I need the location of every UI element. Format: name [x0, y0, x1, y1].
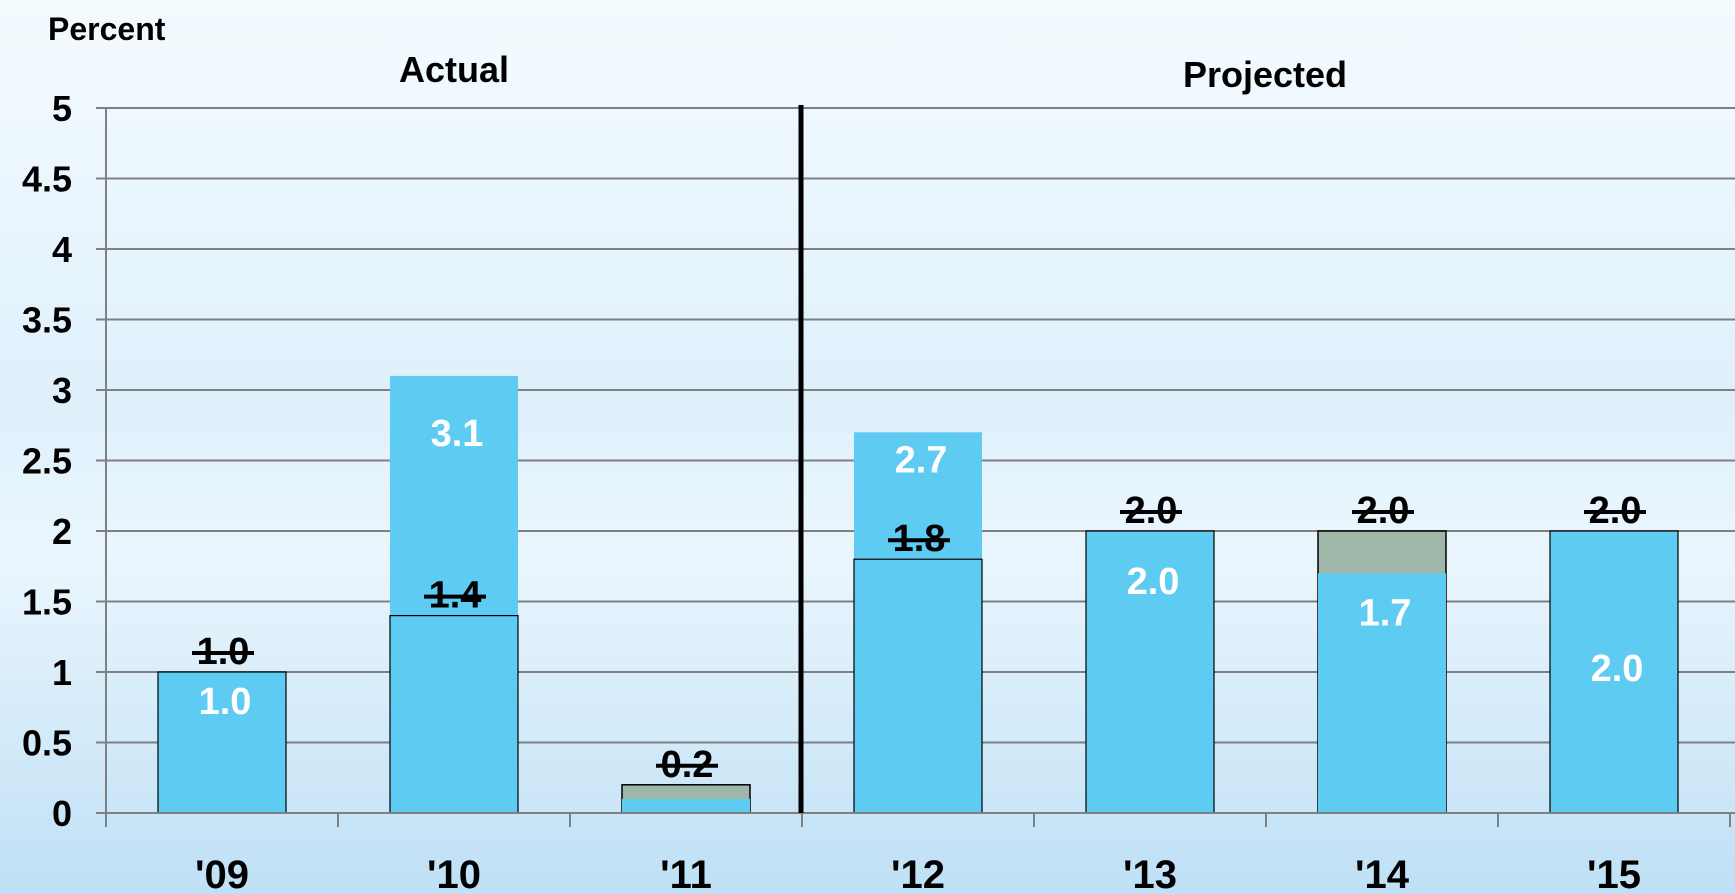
bar: [1086, 531, 1214, 813]
section-label-actual: Actual: [399, 49, 509, 90]
bar: [622, 798, 750, 813]
value-label: 2.7: [895, 439, 948, 481]
y-tick-label: 4.5: [22, 159, 72, 200]
bar: [158, 672, 286, 813]
x-tick-label: '11: [660, 853, 712, 894]
bars: 1.01.01.43.10.21.82.72.02.02.01.72.02.0: [157, 375, 1679, 814]
y-tick-label: 3.5: [22, 300, 72, 341]
y-tick-label: 1.5: [22, 582, 72, 623]
x-tick-label: '15: [1587, 853, 1641, 894]
y-tick-label: 1: [52, 652, 72, 693]
x-axis: '09 '10 '11 '12 '13 '14 '15: [96, 812, 1735, 894]
value-label: 1.0: [199, 681, 252, 723]
y-axis-ticks: 0 0.5 1 1.5 2 2.5 3 3.5 4 4.5 5: [22, 88, 107, 834]
y-tick-label: 2: [52, 511, 72, 552]
y-tick-label: 3: [52, 370, 72, 411]
bar: [1550, 531, 1678, 813]
bar: [1318, 573, 1446, 813]
x-tick-label: '09: [195, 853, 249, 894]
y-tick-label: 0: [52, 793, 72, 834]
value-label: 1.7: [1359, 592, 1412, 634]
y-axis-title: Percent: [48, 11, 166, 47]
y-tick-label: 0.5: [22, 723, 72, 764]
x-tick-label: '14: [1355, 853, 1410, 894]
section-label-projected: Projected: [1183, 54, 1347, 95]
x-tick-label: '13: [1123, 853, 1177, 894]
y-tick-label: 2.5: [22, 441, 72, 482]
x-tick-label: '10: [427, 853, 481, 894]
y-tick-label: 4: [52, 229, 72, 270]
value-label: 2.0: [1127, 561, 1180, 603]
bar: [854, 432, 982, 813]
bar: [390, 375, 518, 813]
value-label: 2.0: [1591, 648, 1644, 690]
y-tick-label: 5: [52, 88, 72, 129]
x-tick-label: '12: [891, 853, 945, 894]
value-label: 3.1: [431, 413, 484, 455]
